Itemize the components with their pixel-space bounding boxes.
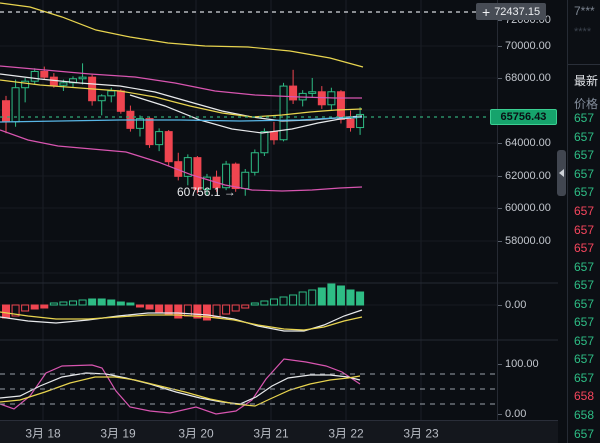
- trade-price-list: 657 657 657 657 657 657 657 657 657 657 657 657 657 6…: [574, 109, 600, 443]
- axis-tick: [498, 19, 502, 21]
- last-price-value: 65756.43: [500, 111, 547, 123]
- price-axis-label: 60000.00: [498, 202, 551, 214]
- axis-tick: [498, 45, 502, 47]
- band-lower-magenta: [0, 129, 363, 192]
- trade-price-row[interactable]: 658: [574, 408, 595, 423]
- time-axis[interactable]: 3月 18 3月 19 3月 20 3月 21 3月 22 3月 23: [0, 420, 558, 443]
- candlestick-chart-canvas[interactable]: 72000.00 70000.00 68000.00 64000.00 62000.00…: [0, 0, 558, 443]
- price-axis-label: 0.00: [498, 299, 526, 311]
- date-axis-label: 3月 19: [100, 426, 136, 440]
- axis-tick: [498, 240, 502, 242]
- trade-price-row[interactable]: 657: [574, 111, 595, 126]
- masked-price-sub: ****: [574, 26, 592, 38]
- trade-price-row[interactable]: 657: [574, 352, 595, 367]
- trade-price-row[interactable]: 657: [574, 204, 595, 218]
- trade-price-row[interactable]: 657: [574, 222, 595, 237]
- trade-price-row[interactable]: 658: [574, 389, 595, 404]
- date-axis-label: 3月 20: [178, 426, 214, 440]
- line-cyan: [0, 116, 363, 123]
- panel-divider: [568, 64, 600, 65]
- trade-price-row[interactable]: 657: [574, 166, 595, 181]
- trade-price-row[interactable]: 657: [574, 148, 595, 163]
- trade-price-row[interactable]: 657: [574, 259, 595, 274]
- low-price-annotation: 60756.1 →: [177, 185, 236, 199]
- kdj-k-white: [0, 372, 361, 405]
- chart-svg[interactable]: [0, 0, 558, 420]
- axis-tick: [498, 175, 502, 177]
- masked-price-top: 7***: [574, 4, 595, 18]
- panel-collapse-handle[interactable]: [557, 150, 566, 196]
- alert-price-value: 72437.15: [494, 5, 541, 18]
- trade-price-row[interactable]: 657: [574, 278, 595, 293]
- date-axis-label: 3月 23: [403, 426, 439, 440]
- price-axis-label: 0.00: [498, 408, 526, 420]
- chevron-left-icon: [559, 169, 564, 177]
- ma-upper-yellow: [0, 2, 364, 68]
- trades-panel: 7*** **** 最新 价格 657 657 657 657 657 657 657 657…: [567, 0, 600, 443]
- date-axis-label: 3月 22: [328, 426, 364, 440]
- axis-tick: [498, 363, 502, 365]
- price-axis-label: 62000.00: [498, 170, 551, 182]
- price-column-header: 价格: [574, 97, 599, 111]
- trade-price-row[interactable]: 657: [574, 315, 595, 330]
- trade-price-row[interactable]: 657: [574, 426, 595, 441]
- alert-price-badge[interactable]: + 72437.15: [476, 3, 547, 20]
- macd-dea-yellow: [0, 311, 363, 331]
- axis-tick: [498, 413, 502, 415]
- ma-white-2: [129, 94, 363, 134]
- axis-tick: [498, 142, 502, 144]
- price-axis-label: 64000.00: [498, 137, 551, 149]
- price-axis-label: 58000.00: [498, 235, 551, 247]
- axis-tick: [498, 207, 502, 209]
- macd-histogram: [2, 283, 365, 321]
- trade-price-row[interactable]: 657: [574, 129, 595, 144]
- price-axis-label: 70000.00: [498, 40, 551, 52]
- axis-tick: [498, 77, 502, 79]
- kdj-d-yellow: [0, 375, 361, 407]
- ma-yellow-2: [0, 79, 363, 118]
- add-alert-icon[interactable]: +: [482, 3, 491, 20]
- date-axis-label: 3月 21: [253, 426, 289, 440]
- trade-price-row[interactable]: 657: [574, 370, 595, 385]
- price-axis-label: 68000.00: [498, 72, 551, 84]
- date-axis-label: 3月 18: [25, 426, 61, 440]
- price-axis-label: 100.00: [498, 358, 539, 370]
- macd-dif-white: [0, 309, 363, 332]
- kdj-j-magenta: [0, 358, 361, 415]
- axis-tick: [498, 304, 502, 306]
- trades-panel-title: 最新: [574, 74, 599, 88]
- trade-price-row[interactable]: 657: [574, 296, 595, 311]
- last-price-badge: 65756.43: [490, 109, 557, 125]
- trade-price-row[interactable]: 657: [574, 185, 595, 200]
- trade-price-row[interactable]: 657: [574, 241, 595, 256]
- trade-price-row[interactable]: 657: [574, 333, 595, 348]
- band-upper-magenta: [0, 65, 362, 99]
